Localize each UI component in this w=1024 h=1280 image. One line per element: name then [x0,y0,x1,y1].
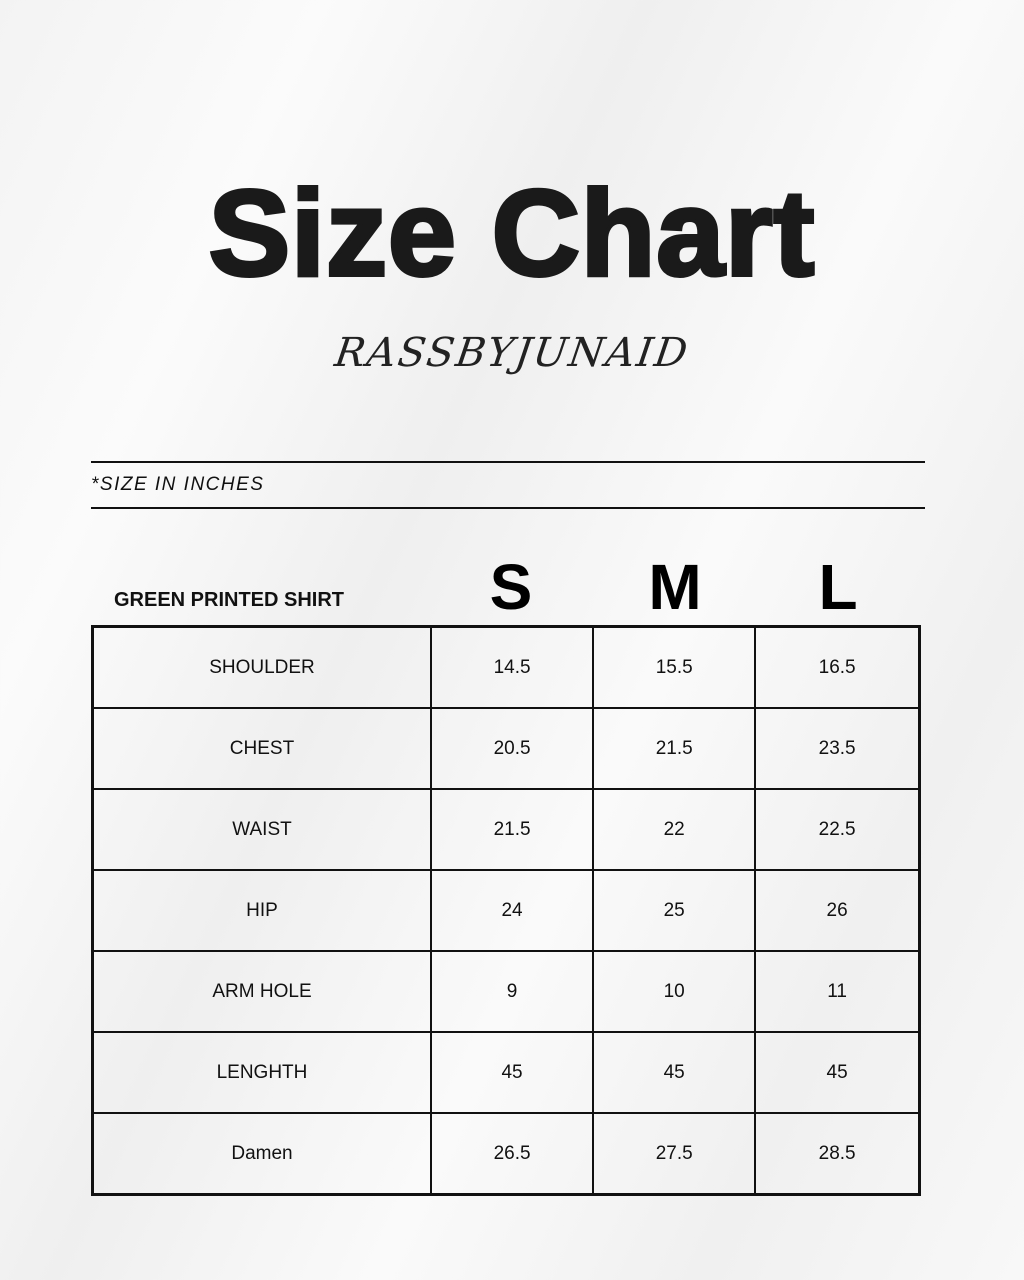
table-row: SHOULDER 14.5 15.5 16.5 [91,625,921,709]
brand-signature: RASSBYJUNAID [331,330,693,376]
measurement-value: 45 [429,1031,595,1114]
measurement-label: HIP [91,869,432,952]
size-table: SHOULDER 14.5 15.5 16.5 CHEST 20.5 21.5 23.5 WAI… [91,625,921,1196]
table-row: WAIST 21.5 22 22.5 [91,788,921,871]
size-header-m: M [648,551,702,623]
measurement-value: 15.5 [592,625,757,709]
divider-top [91,461,925,463]
measurement-value: 26 [754,869,921,952]
size-header-s: S [489,551,533,623]
measurement-value: 22.5 [754,788,921,871]
units-note: *SIZE IN INCHES [91,474,265,495]
table-row: ARM HOLE 9 10 11 [91,950,921,1033]
measurement-value: 23.5 [754,707,921,790]
measurement-label: CHEST [91,707,432,790]
table-row: CHEST 20.5 21.5 23.5 [91,707,921,790]
measurement-label: Damen [91,1112,432,1196]
measurement-label: WAIST [91,788,432,871]
table-row: LENGHTH 45 45 45 [91,1031,921,1114]
size-header-l: L [818,551,858,623]
measurement-value: 9 [429,950,595,1033]
measurement-value: 21.5 [592,707,757,790]
measurement-value: 10 [592,950,757,1033]
divider-bottom [91,507,925,509]
measurement-value: 11 [754,950,921,1033]
measurement-value: 25 [592,869,757,952]
measurement-value: 45 [592,1031,757,1114]
table-row: Damen 26.5 27.5 28.5 [91,1112,921,1196]
measurement-value: 45 [754,1031,921,1114]
measurement-value: 26.5 [429,1112,595,1196]
measurement-value: 16.5 [754,625,921,709]
measurement-label: LENGHTH [91,1031,432,1114]
measurement-value: 22 [592,788,757,871]
measurement-value: 28.5 [754,1112,921,1196]
measurement-label: SHOULDER [91,625,432,709]
measurement-label: ARM HOLE [91,950,432,1033]
table-row: HIP 24 25 26 [91,869,921,952]
measurement-value: 24 [429,869,595,952]
product-name: GREEN PRINTED SHIRT [114,589,345,611]
measurement-value: 21.5 [429,788,595,871]
measurement-value: 27.5 [592,1112,757,1196]
page-title: Size Chart [207,165,817,301]
measurement-value: 14.5 [429,625,595,709]
measurement-value: 20.5 [429,707,595,790]
